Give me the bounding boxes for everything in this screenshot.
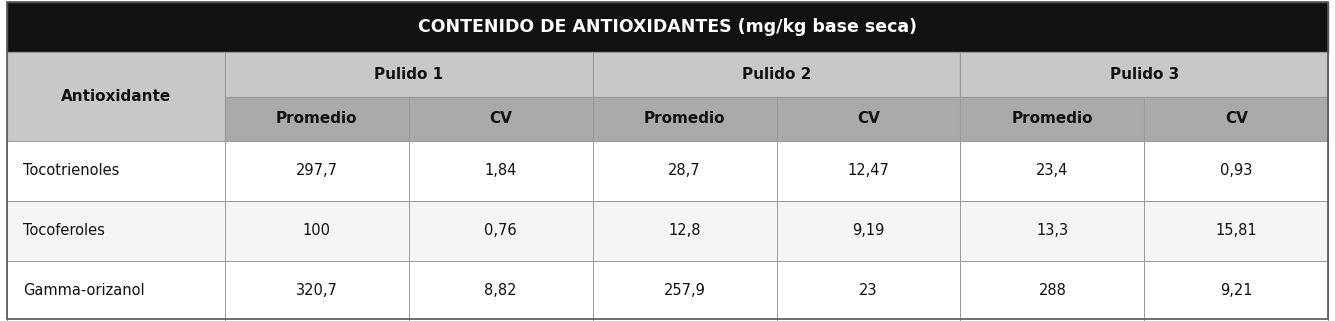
Bar (960, 97, 1144, 141)
Text: 0,93: 0,93 (1220, 163, 1252, 178)
Text: 1,84: 1,84 (485, 163, 517, 178)
Bar (7, 52, 224, 141)
Bar (593, 97, 777, 141)
Text: CV: CV (489, 111, 513, 126)
Text: Tocotrienoles: Tocotrienoles (23, 163, 119, 178)
Bar (7, 141, 224, 201)
Bar (593, 52, 960, 97)
Bar (224, 52, 593, 97)
Bar (224, 141, 409, 201)
Bar (409, 201, 593, 261)
Text: 8,82: 8,82 (485, 283, 517, 298)
Bar (1144, 261, 1328, 321)
Bar (1144, 141, 1328, 201)
Bar (1144, 201, 1328, 261)
Bar (777, 201, 960, 261)
Text: Pulido 1: Pulido 1 (374, 66, 443, 82)
Bar (593, 201, 777, 261)
Text: 297,7: 297,7 (296, 163, 338, 178)
Text: Antioxidante: Antioxidante (60, 89, 171, 104)
Bar (960, 52, 1328, 97)
Text: CONTENIDO DE ANTIOXIDANTES (mg/kg base seca): CONTENIDO DE ANTIOXIDANTES (mg/kg base s… (418, 18, 917, 36)
Text: 23: 23 (860, 283, 877, 298)
Text: Pulido 3: Pulido 3 (1109, 66, 1179, 82)
Bar (7, 261, 224, 321)
Bar (1144, 97, 1328, 141)
Bar (960, 261, 1144, 321)
Bar (224, 97, 409, 141)
Text: CV: CV (1226, 111, 1248, 126)
Bar (960, 201, 1144, 261)
Bar (7, 2, 1328, 52)
Text: 23,4: 23,4 (1036, 163, 1068, 178)
Text: 9,21: 9,21 (1220, 283, 1252, 298)
Text: CV: CV (857, 111, 880, 126)
Text: Promedio: Promedio (276, 111, 358, 126)
Text: 28,7: 28,7 (669, 163, 701, 178)
Bar (777, 141, 960, 201)
Text: 257,9: 257,9 (663, 283, 705, 298)
Text: 13,3: 13,3 (1036, 223, 1068, 238)
Bar (409, 97, 593, 141)
Text: 12,47: 12,47 (848, 163, 889, 178)
Text: 100: 100 (303, 223, 331, 238)
Bar (960, 141, 1144, 201)
Text: 15,81: 15,81 (1216, 223, 1258, 238)
Bar (224, 201, 409, 261)
Bar (409, 141, 593, 201)
Text: 320,7: 320,7 (296, 283, 338, 298)
Bar (224, 261, 409, 321)
Text: 288: 288 (1039, 283, 1067, 298)
Text: Gamma-orizanol: Gamma-orizanol (23, 283, 144, 298)
Text: Tocoferoles: Tocoferoles (23, 223, 104, 238)
Bar (7, 201, 224, 261)
Bar (409, 261, 593, 321)
Text: 9,19: 9,19 (852, 223, 885, 238)
Text: Promedio: Promedio (1012, 111, 1093, 126)
Text: Pulido 2: Pulido 2 (742, 66, 812, 82)
Text: Promedio: Promedio (643, 111, 725, 126)
Text: 0,76: 0,76 (485, 223, 517, 238)
Text: 12,8: 12,8 (669, 223, 701, 238)
Bar (777, 261, 960, 321)
Bar (777, 97, 960, 141)
Bar (593, 261, 777, 321)
Bar (593, 141, 777, 201)
